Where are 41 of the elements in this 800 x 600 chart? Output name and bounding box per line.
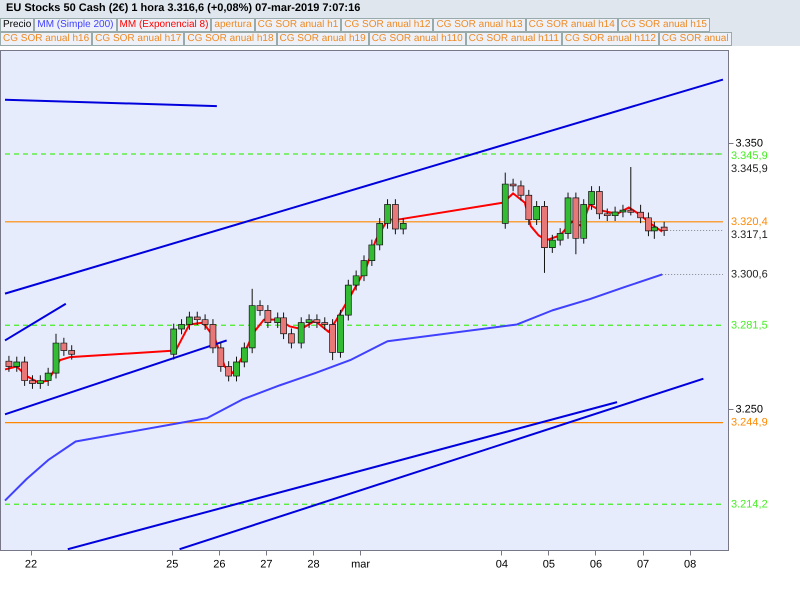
ref-line-label: 3.244,9 bbox=[731, 416, 768, 429]
x-tick-label: 22 bbox=[24, 558, 38, 570]
text: CG SOR anual h18 bbox=[184, 32, 277, 46]
text: CG SOR anual h112 bbox=[562, 32, 659, 46]
text: CG SOR anual h16 bbox=[0, 32, 92, 46]
y-tick-label: 3.350 bbox=[736, 138, 764, 150]
x-tick-label: 04 bbox=[496, 558, 508, 570]
x-tick-label: mar bbox=[351, 558, 370, 570]
chart-title: EU Stocks 50 Cash (2€) 1 hora 3.316,6 (+0,08%) 07-mar-2019 7:07:16 bbox=[5, 1, 362, 16]
text: apertura bbox=[211, 18, 255, 32]
ref-line-label: 3.214,2 bbox=[731, 498, 768, 510]
x-tick-label: 28 bbox=[307, 558, 320, 570]
text: CG SOR anual h12 bbox=[341, 18, 434, 32]
ref-line-label: 3.281,5 bbox=[731, 319, 768, 332]
text: Precio bbox=[0, 18, 34, 32]
x-tick-label: 08 bbox=[684, 558, 696, 570]
text: CG SOR anual h1 bbox=[254, 18, 342, 32]
text: CG SOR anual h15 bbox=[618, 18, 710, 32]
text: CG SOR anual h19 bbox=[276, 32, 369, 46]
annotation: 3.345,9 bbox=[731, 163, 768, 176]
ref-line-label: 3.320,4 bbox=[731, 216, 768, 228]
x-tick-label: 07 bbox=[636, 558, 650, 570]
text: CG SOR anual bbox=[658, 32, 732, 46]
x-tick-label: 06 bbox=[590, 558, 602, 570]
annotation: 3.317,1 bbox=[731, 228, 768, 241]
x-tick-label: 25 bbox=[166, 558, 178, 570]
y-tick-label: 3.250 bbox=[736, 404, 764, 416]
text: MM (Exponencial 8) bbox=[116, 18, 212, 32]
text: MM (Simple 200) bbox=[34, 18, 116, 32]
text: CG SOR anual h110 bbox=[368, 32, 466, 46]
text: CG SOR anual h14 bbox=[526, 18, 618, 32]
text: CG SOR anual h111 bbox=[466, 32, 562, 46]
text: CG SOR anual h17 bbox=[92, 32, 184, 46]
x-tick-label: 26 bbox=[213, 558, 226, 570]
candlestick bbox=[660, 221, 668, 236]
line-series bbox=[4, 273, 664, 502]
ref-line-label: 3.345,9 bbox=[731, 150, 768, 162]
x-tick-label: 05 bbox=[542, 558, 556, 570]
x-tick-label: 27 bbox=[260, 558, 273, 570]
text: CG SOR anual h13 bbox=[433, 18, 526, 32]
annotation: 3.300,6 bbox=[731, 268, 768, 280]
